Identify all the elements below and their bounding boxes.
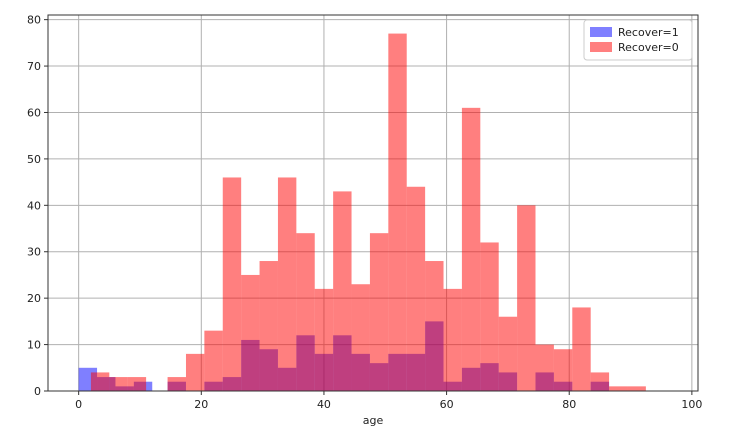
grid-lines	[48, 15, 698, 392]
legend-swatch	[590, 27, 612, 37]
histogram-bar-series-1	[241, 274, 260, 391]
y-tick-label: 10	[27, 339, 41, 352]
x-tick-label: 80	[562, 398, 576, 411]
y-tick-label: 60	[27, 106, 41, 119]
legend-swatch	[590, 42, 612, 52]
x-tick-label: 40	[317, 398, 331, 411]
histogram-bar-series-1	[259, 261, 278, 391]
histogram-bar-series-1	[627, 386, 646, 391]
histogram-bar-series-1	[535, 344, 554, 391]
histogram-bar-series-1	[369, 233, 389, 391]
histogram-bar-series-1	[127, 377, 147, 391]
histogram-bar-series-1	[204, 330, 223, 391]
y-tick-label: 20	[27, 292, 41, 305]
y-tick-label: 30	[27, 246, 41, 259]
histogram-bar-series-1	[314, 288, 334, 391]
histogram-bar-series-1	[351, 284, 370, 391]
histogram-bar-series-1	[609, 386, 628, 391]
histogram-bar-series-1	[461, 107, 481, 391]
y-tick-label: 40	[27, 199, 41, 212]
histogram-bar-series-1	[388, 33, 407, 391]
histogram-bar-series-1	[480, 242, 499, 391]
y-tick-label: 80	[27, 14, 41, 27]
histogram-bar-series-1	[572, 307, 591, 391]
histogram-bar-series-1	[406, 186, 426, 391]
y-tick-label: 70	[27, 60, 41, 73]
x-tick-label: 0	[75, 398, 82, 411]
histogram-bar-series-1	[553, 349, 573, 391]
plot-frame	[47, 14, 699, 392]
histogram-bar-series-1	[425, 261, 444, 391]
histogram-bar-series-1	[109, 377, 128, 391]
histogram-bars	[78, 33, 646, 391]
x-tick-label: 20	[194, 398, 208, 411]
histogram-bar-series-1	[517, 205, 536, 391]
x-tick-label: 100	[681, 398, 702, 411]
histogram-bar-series-1	[443, 288, 462, 391]
histogram-bar-series-1	[590, 372, 610, 391]
histogram-bar-series-1	[222, 177, 242, 391]
y-tick-label: 0	[34, 385, 41, 398]
x-tick-label: 60	[440, 398, 454, 411]
y-tick-label: 50	[27, 153, 41, 166]
x-axis: 0 20 40 60 80 100	[75, 391, 702, 411]
histogram-bar-series-1	[498, 316, 518, 391]
histogram-bar-series-1	[185, 353, 205, 391]
legend-label: Recover=0	[618, 41, 679, 54]
legend-label: Recover=1	[618, 26, 679, 39]
histogram-bar-series-1	[333, 191, 352, 391]
histogram-bar-series-1	[296, 233, 315, 391]
y-axis: 0 10 20 30 40 50 60 70 80	[27, 14, 48, 398]
legend: Recover=1 Recover=0	[583, 19, 693, 61]
histogram-bar-series-1	[277, 177, 297, 391]
histogram-bar-series-1	[90, 372, 110, 391]
x-axis-label: age	[363, 414, 384, 427]
histogram-bar-series-1	[167, 377, 186, 391]
